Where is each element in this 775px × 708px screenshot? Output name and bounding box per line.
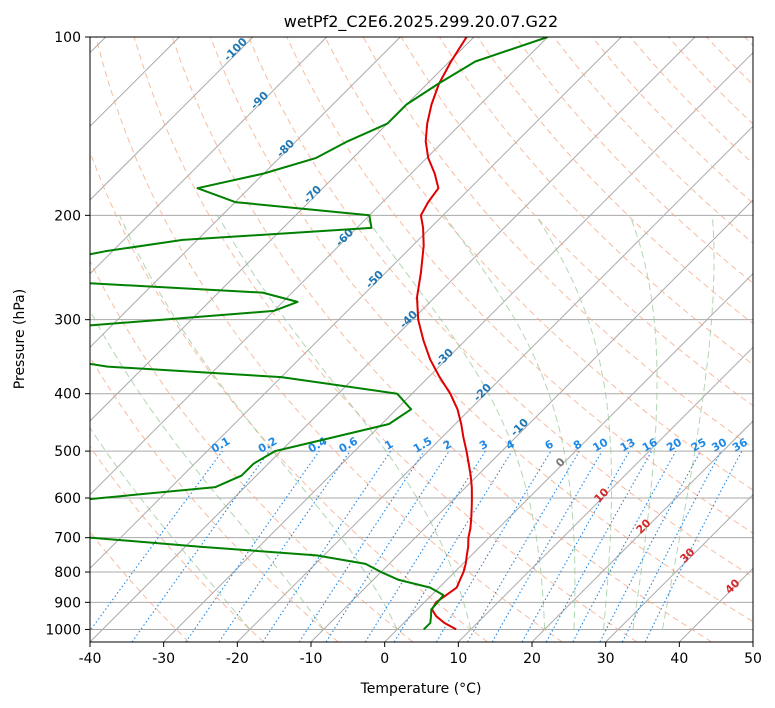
dry-adiabat-line <box>90 356 339 642</box>
y-tick-label: 100 <box>54 30 81 46</box>
dewpoint-profile-line <box>90 37 549 631</box>
isotherm-line <box>457 346 753 642</box>
dry-adiabat-line <box>90 259 414 642</box>
moist-adiabat-line <box>364 215 546 630</box>
moist-adiabat-line <box>629 215 658 630</box>
y-tick-label: 300 <box>54 313 81 329</box>
isotherm-line <box>90 37 622 570</box>
isotherm-line <box>531 420 753 642</box>
temperature-profile-line <box>416 37 473 631</box>
isotherm-line <box>90 37 475 422</box>
background-lines <box>90 37 753 642</box>
isotherm-line <box>384 272 753 642</box>
mixing-ratio-line <box>262 450 392 642</box>
moist-adiabat-line <box>535 215 612 630</box>
y-tick-label: 400 <box>54 387 81 403</box>
mixing-ratio-line <box>572 450 677 642</box>
x-tick-label: -40 <box>79 651 102 667</box>
mixing-ratio-line <box>545 450 653 642</box>
y-tick-label: 600 <box>54 491 81 507</box>
y-tick-label: 500 <box>54 444 81 460</box>
chart-title: wetPf2_C2E6.2025.299.20.07.G22 <box>284 12 558 32</box>
isotherm-line <box>236 125 753 642</box>
dry-adiabat-line <box>171 37 712 642</box>
dry-adiabat-line <box>90 445 264 642</box>
isotherm-line <box>90 37 254 201</box>
x-axis-title: Temperature (°C) <box>360 681 482 697</box>
moist-adiabat-line <box>90 309 324 630</box>
mixing-ratio-line <box>644 450 743 642</box>
moist-adiabat-line <box>217 215 472 630</box>
mixing-ratio-line <box>298 450 425 642</box>
isotherm-line <box>163 51 753 642</box>
axes: -40 -30 -20 -10 0 10 20 30 40 50 100 200 300 400 500 60… <box>45 30 762 667</box>
mixing-ratio-line <box>521 450 630 642</box>
x-tick-label: 30 <box>597 651 615 667</box>
mixing-ratio-line <box>393 450 513 642</box>
x-tick-label: 10 <box>449 651 467 667</box>
mixing-ratio-line <box>131 450 270 642</box>
profile-lines <box>90 37 549 631</box>
moist-adiabat-line <box>90 427 251 630</box>
y-tick-label: 800 <box>54 565 81 581</box>
mixing-ratio-line <box>325 450 450 642</box>
y-tick-label: 700 <box>54 531 81 547</box>
isotherm-line <box>90 37 696 642</box>
dry-adiabat-line <box>95 37 563 642</box>
mixing-ratio-line <box>185 450 320 642</box>
x-tick-label: 20 <box>523 651 541 667</box>
x-tick-label: 0 <box>380 651 389 667</box>
moist-adiabat-line <box>119 215 398 630</box>
plot-frame <box>89 36 754 643</box>
mixing-ratio-line <box>90 450 223 632</box>
dry-adiabat-line <box>248 37 753 578</box>
y-tick-label: 900 <box>54 595 81 611</box>
dry-adiabat-line <box>286 37 753 534</box>
x-tick-label: 40 <box>670 651 688 667</box>
dry-adiabat-line <box>515 37 753 284</box>
y-tick-label: 200 <box>54 208 81 224</box>
y-tick-label: 1000 <box>45 622 81 638</box>
isotherm-line <box>605 493 753 642</box>
isotherm-line <box>90 37 401 349</box>
moist-adiabat-line <box>443 215 576 630</box>
isotherm-line <box>90 37 549 496</box>
isotherm-line <box>90 37 328 275</box>
x-tick-label: -30 <box>152 651 175 667</box>
dry-adiabat-line <box>133 37 638 642</box>
dry-adiabat-line <box>324 37 753 491</box>
x-tick-label: 50 <box>744 651 762 667</box>
y-axis-title: Pressure (hPa) <box>12 289 28 389</box>
dry-adiabat-line <box>210 37 753 623</box>
x-tick-label: -20 <box>226 651 249 667</box>
moist-adiabat-line <box>661 215 715 630</box>
mixing-ratio-line <box>218 450 351 642</box>
x-tick-label: -10 <box>300 651 323 667</box>
